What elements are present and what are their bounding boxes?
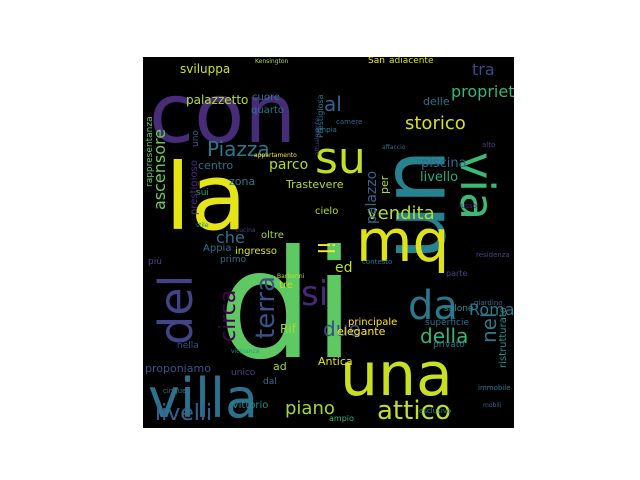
- word-circa: circa: [216, 290, 241, 342]
- word-delle: delle: [423, 95, 450, 108]
- word-elegante: elegante: [337, 325, 386, 338]
- word-parte: parte: [446, 269, 467, 278]
- word-mobili: mobili: [483, 402, 502, 409]
- word-livello: livello: [420, 170, 458, 185]
- word-livelli: livelli: [155, 401, 212, 426]
- word-Kensington: Kensington: [255, 58, 289, 65]
- word-Rif: Rif: [280, 322, 297, 336]
- word-su: su: [315, 133, 366, 184]
- word-sui: sui: [196, 188, 209, 198]
- word-prestigioso2: Prestigiosa: [316, 94, 325, 138]
- word-unico: unico: [231, 368, 256, 378]
- word-rappresentanza: rappresentanza: [145, 116, 155, 187]
- word-tra: tra: [472, 60, 495, 79]
- word-piano: piano: [285, 398, 335, 419]
- word-ascensore: ascensore: [150, 129, 169, 210]
- word-Barberini: Barberini: [277, 273, 305, 280]
- word-adiacente: adiacente: [389, 57, 434, 66]
- word-piscina: piscina: [421, 156, 467, 171]
- word-Trastevere: Trastevere: [285, 178, 344, 191]
- word-con: con: [149, 67, 296, 162]
- word-villa: villa: [148, 367, 258, 428]
- word-uno: uno: [191, 130, 201, 147]
- word-cloud-panel: di con la un mq una villa su via del da si attico ter…: [143, 57, 514, 428]
- word-San: San: [368, 57, 385, 66]
- word-un: un: [375, 149, 478, 261]
- word-palazzetto: palazzetto: [186, 93, 248, 107]
- word-ed: ed: [335, 260, 353, 276]
- word-affaccio: affaccio: [382, 144, 406, 151]
- word-da: da: [408, 283, 458, 329]
- word-vicinanza: vicinanza: [231, 348, 260, 355]
- word-appartamento: appartamento: [254, 152, 297, 159]
- word-nella: nella: [177, 341, 199, 351]
- word-che: che: [216, 228, 245, 247]
- word-terra: terra: [251, 276, 281, 339]
- word-una: una: [340, 340, 453, 410]
- word-due: due: [323, 317, 361, 341]
- word-proponiamo: proponiamo: [145, 362, 211, 375]
- word-principale: principale: [348, 317, 397, 328]
- word-ampio: ampio: [329, 414, 354, 423]
- word-si: si: [301, 274, 328, 314]
- word-del: del: [149, 275, 203, 345]
- word-piu: più: [148, 257, 162, 267]
- word-oltre: oltre: [261, 230, 284, 241]
- word-ristrutturato: ristrutturato: [498, 307, 509, 368]
- word-per: per: [378, 175, 391, 194]
- word-contesto: contesto: [362, 258, 392, 266]
- word-centro: centro: [198, 159, 233, 172]
- word-terrazze: terrazze: [238, 426, 283, 428]
- word-prestigioso: prestigioso: [189, 160, 200, 215]
- word-sviluppa: sviluppa: [180, 62, 230, 76]
- word-proprieta: proprietà: [451, 82, 514, 101]
- word-cucina: cucina: [236, 227, 256, 234]
- word-il: il: [312, 242, 337, 254]
- word-Vittorio: Vittorio: [232, 400, 268, 411]
- word-esclusivo: esclusivo: [419, 407, 451, 415]
- word-parco: parco: [269, 157, 308, 173]
- word-residenza: residenza: [476, 251, 510, 259]
- word-giardino: giardino: [474, 299, 503, 307]
- word-tre: tre: [279, 280, 293, 291]
- word-immobile: immobile: [478, 384, 511, 392]
- word-Appia: Appia: [203, 243, 231, 254]
- word-stile: stile: [196, 222, 209, 229]
- word-Roma: Roma: [469, 300, 514, 319]
- word-camere: camere: [336, 118, 362, 126]
- word-ad: ad: [273, 360, 287, 373]
- word-mq: mq: [356, 207, 449, 275]
- word-palazzo: palazzo: [364, 171, 380, 224]
- word-ampia: ampia: [315, 126, 337, 134]
- word-la: la: [165, 144, 247, 251]
- word-storico: storico: [405, 113, 466, 134]
- word-ingresso: ingresso: [235, 246, 277, 257]
- word-vendita: vendita: [367, 203, 435, 224]
- word-lusso: lusso: [459, 202, 477, 210]
- word-via: via: [450, 152, 504, 220]
- word-Piazza: Piazza: [207, 137, 270, 161]
- word-dal: dal: [263, 377, 277, 387]
- word-salone: salone: [444, 304, 474, 314]
- word-attico: attico: [377, 396, 451, 426]
- word-attualmente: attualmente: [314, 118, 321, 155]
- word-quarto: quarto: [251, 105, 284, 116]
- word-al: al: [324, 92, 342, 116]
- word-nel: nel: [477, 312, 501, 343]
- word-della: della: [420, 324, 468, 348]
- word-primo: primo: [220, 255, 247, 265]
- word-zona: zona: [229, 175, 255, 188]
- word-cielo: cielo: [315, 206, 338, 217]
- word-di: di: [218, 219, 355, 393]
- word-cinque: cinque: [163, 387, 186, 395]
- word-superficie: superficie: [425, 318, 469, 328]
- word-Antica: Antica: [318, 355, 353, 368]
- word-alto: alto: [482, 141, 495, 149]
- word-cuore: cuore: [252, 92, 280, 103]
- word-privato: privato: [433, 340, 465, 350]
